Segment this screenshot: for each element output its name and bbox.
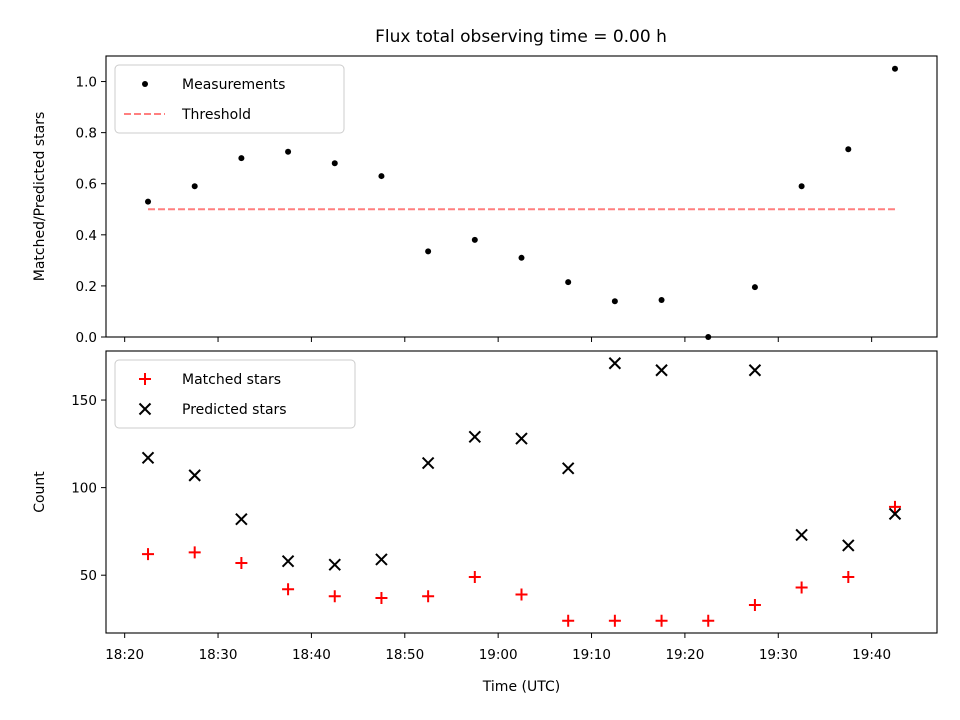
y-tick-label: 50 (80, 568, 97, 584)
y-tick-label: 0.8 (76, 126, 97, 142)
matched-star-point (888, 500, 901, 513)
predicted-star-point (188, 469, 201, 482)
x-tick-label: 19:30 (759, 647, 798, 663)
legend-label: Measurements (182, 77, 285, 93)
matched-star-point (188, 546, 201, 559)
predicted-star-point (281, 554, 295, 568)
axes-frame (105, 55, 938, 338)
predicted-star-point (141, 451, 155, 465)
matched-star-point (235, 556, 248, 569)
x-tick-label: 19:20 (665, 647, 704, 663)
legend-dot-marker (142, 81, 148, 87)
measurement-point (565, 279, 572, 286)
measurement-point (891, 65, 898, 72)
matched-star-point (375, 591, 388, 604)
matched-star-point (702, 614, 715, 627)
x-tick-label: 19:00 (479, 647, 518, 663)
predicted-star-point (468, 430, 482, 444)
matched-star-point (748, 598, 761, 611)
legend-label: Predicted stars (182, 402, 287, 418)
x-tick-label: 18:40 (292, 647, 331, 663)
measurement-point (751, 284, 758, 291)
y-tick-label: 0.4 (76, 228, 97, 244)
matched-star-point (842, 570, 855, 583)
matched-star-point (142, 548, 155, 561)
matched-star-point (795, 581, 808, 594)
legend-x-marker (138, 402, 152, 416)
measurement-point (425, 248, 432, 255)
axes-frame (105, 350, 938, 634)
legend-box (114, 359, 356, 429)
x-tick-label: 19:40 (852, 647, 891, 663)
measurement-point (658, 296, 665, 303)
measurement-point (845, 146, 852, 153)
legend-box (114, 64, 345, 134)
y-tick-label: 150 (71, 393, 97, 409)
measurement-point (285, 148, 292, 155)
measurement-point (798, 183, 805, 190)
predicted-star-point (842, 539, 855, 552)
x-tick-label: 19:10 (572, 647, 611, 663)
matched-star-point (562, 614, 575, 627)
legend-label: Matched stars (182, 372, 281, 388)
matched-star-point (282, 583, 295, 596)
count-panel: 50 100 150 18:20 18:30 18:40 18:50 19:00 19:10 19… (32, 350, 938, 695)
matched-star-point (468, 570, 481, 583)
predicted-star-point (375, 553, 388, 566)
y-tick-label: 1.0 (76, 75, 97, 91)
measurement-point (238, 155, 245, 162)
measurement-point (471, 236, 478, 243)
x-axis-label: Time (UTC) (482, 679, 560, 695)
x-tick-label: 18:50 (385, 647, 424, 663)
y-tick-label: 100 (71, 481, 97, 497)
matched-star-point (328, 590, 341, 603)
measurement-point (331, 160, 338, 167)
y-axis-label: Matched/Predicted stars (32, 112, 48, 282)
predicted-star-point (748, 364, 762, 377)
predicted-star-point (328, 558, 341, 571)
predicted-star-point (561, 462, 575, 475)
x-tick-label: 18:20 (105, 647, 144, 663)
series-matched-stars (142, 500, 901, 627)
measurement-point (145, 198, 152, 205)
legend: Matched stars Predicted stars (114, 359, 356, 429)
measurement-point (378, 173, 385, 180)
predicted-star-point (795, 528, 808, 542)
measurement-point (191, 183, 198, 190)
y-tick-label: 0.6 (76, 177, 97, 193)
matched-star-point (422, 590, 435, 603)
predicted-star-point (888, 507, 902, 521)
matched-star-point (655, 614, 668, 627)
ratio-panel: 0.0 0.2 0.4 0.6 0.8 1.0 Matched/Predicted star… (32, 55, 938, 346)
measurement-point (611, 298, 618, 305)
predicted-star-point (608, 357, 622, 370)
legend-label: Threshold (181, 107, 251, 123)
legend: Measurements Threshold (114, 64, 345, 134)
matched-star-point (608, 614, 621, 627)
x-tick-label: 18:30 (199, 647, 238, 663)
predicted-star-point (235, 512, 248, 526)
series-measurements (145, 65, 898, 340)
y-tick-label: 0.0 (76, 330, 97, 346)
predicted-star-point (515, 432, 528, 445)
series-predicted-stars (141, 357, 902, 571)
predicted-star-point (421, 456, 435, 470)
y-axis-label: Count (32, 471, 48, 513)
y-tick-label: 0.2 (76, 279, 97, 295)
predicted-star-point (655, 364, 668, 377)
matched-star-point (515, 588, 528, 601)
figure-title: Flux total observing time = 0.00 h (375, 27, 667, 47)
legend-plus-marker (139, 373, 151, 385)
measurement-point (518, 254, 525, 261)
